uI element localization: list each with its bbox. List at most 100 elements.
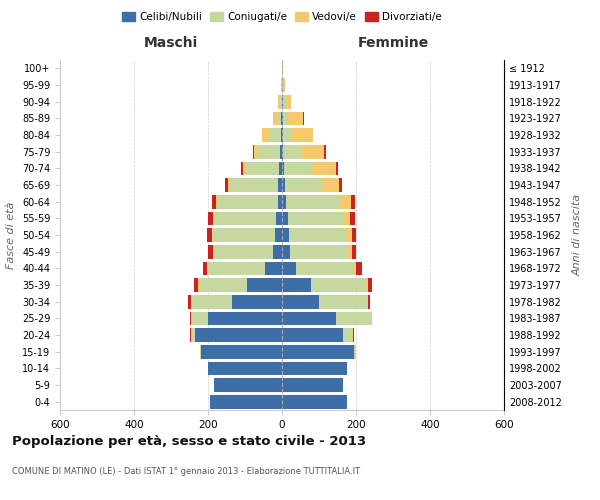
Bar (283, 95, 284, 108)
Bar (319, 295, 367, 308)
Bar (282, 262, 296, 275)
Bar (191, 295, 232, 308)
Bar (285, 178, 322, 192)
Bar (282, 228, 289, 242)
Bar (191, 312, 208, 325)
Bar (336, 162, 338, 175)
Y-axis label: Anni di nascita: Anni di nascita (573, 194, 583, 276)
Bar (253, 145, 254, 158)
Bar (273, 112, 277, 125)
Bar (243, 162, 246, 175)
Bar (367, 278, 368, 292)
Bar (290, 128, 313, 142)
Bar (311, 278, 367, 292)
Bar (283, 112, 287, 125)
Bar (302, 145, 324, 158)
Bar (352, 328, 353, 342)
Bar (282, 278, 311, 292)
Text: Femmine: Femmine (358, 36, 428, 50)
Bar (281, 78, 282, 92)
Text: Maschi: Maschi (144, 36, 198, 50)
Bar (230, 178, 278, 192)
Bar (208, 312, 282, 325)
Bar (368, 278, 372, 292)
Bar (232, 295, 282, 308)
Bar (343, 328, 352, 342)
Bar (247, 278, 282, 292)
Bar (282, 195, 286, 208)
Bar (188, 295, 191, 308)
Bar (282, 312, 335, 325)
Bar (352, 245, 356, 258)
Bar (353, 328, 354, 342)
Bar (208, 212, 213, 225)
Bar (282, 95, 283, 108)
Bar (207, 262, 208, 275)
Bar (278, 95, 280, 108)
Bar (190, 312, 191, 325)
Bar (191, 328, 195, 342)
Bar (282, 295, 319, 308)
Bar (287, 212, 343, 225)
Bar (214, 245, 273, 258)
Bar (282, 328, 343, 342)
Bar (283, 128, 290, 142)
Bar (208, 362, 282, 375)
Bar (282, 145, 283, 158)
Bar (282, 162, 284, 175)
Bar (207, 228, 212, 242)
Bar (368, 295, 370, 308)
Bar (278, 195, 282, 208)
Bar (282, 128, 283, 142)
Bar (258, 145, 280, 158)
Bar (217, 195, 278, 208)
Bar (229, 178, 230, 192)
Bar (290, 245, 347, 258)
Bar (262, 128, 270, 142)
Bar (284, 95, 291, 108)
Bar (282, 378, 343, 392)
Bar (282, 112, 283, 125)
Bar (347, 245, 352, 258)
Bar (270, 128, 281, 142)
Bar (282, 245, 290, 258)
Bar (312, 162, 336, 175)
Bar (343, 212, 350, 225)
Bar (350, 212, 355, 225)
Bar (198, 278, 199, 292)
Bar (194, 278, 198, 292)
Bar (354, 345, 356, 358)
Bar (356, 262, 362, 275)
Legend: Celibi/Nubili, Coniugati/e, Vedovi/e, Divorziati/e: Celibi/Nubili, Coniugati/e, Vedovi/e, Di… (118, 8, 446, 26)
Bar (346, 228, 352, 242)
Bar (265, 262, 282, 275)
Bar (335, 312, 371, 325)
Bar (277, 212, 282, 225)
Bar (241, 162, 243, 175)
Bar (213, 212, 214, 225)
Bar (281, 112, 282, 125)
Y-axis label: Fasce di età: Fasce di età (7, 202, 16, 268)
Bar (226, 178, 229, 192)
Bar (322, 178, 338, 192)
Bar (340, 195, 351, 208)
Bar (284, 162, 312, 175)
Bar (367, 295, 368, 308)
Bar (282, 212, 287, 225)
Bar (195, 328, 282, 342)
Bar (282, 78, 283, 92)
Bar (289, 228, 346, 242)
Bar (296, 262, 353, 275)
Bar (351, 195, 355, 208)
Bar (214, 378, 282, 392)
Bar (199, 278, 247, 292)
Bar (282, 345, 354, 358)
Bar (278, 178, 282, 192)
Bar (203, 262, 207, 275)
Bar (208, 245, 213, 258)
Text: COMUNE DI MATINO (LE) - Dati ISTAT 1° gennaio 2013 - Elaborazione TUTTITALIA.IT: COMUNE DI MATINO (LE) - Dati ISTAT 1° ge… (12, 468, 360, 476)
Bar (212, 228, 275, 242)
Bar (216, 195, 217, 208)
Bar (282, 62, 283, 75)
Bar (275, 228, 282, 242)
